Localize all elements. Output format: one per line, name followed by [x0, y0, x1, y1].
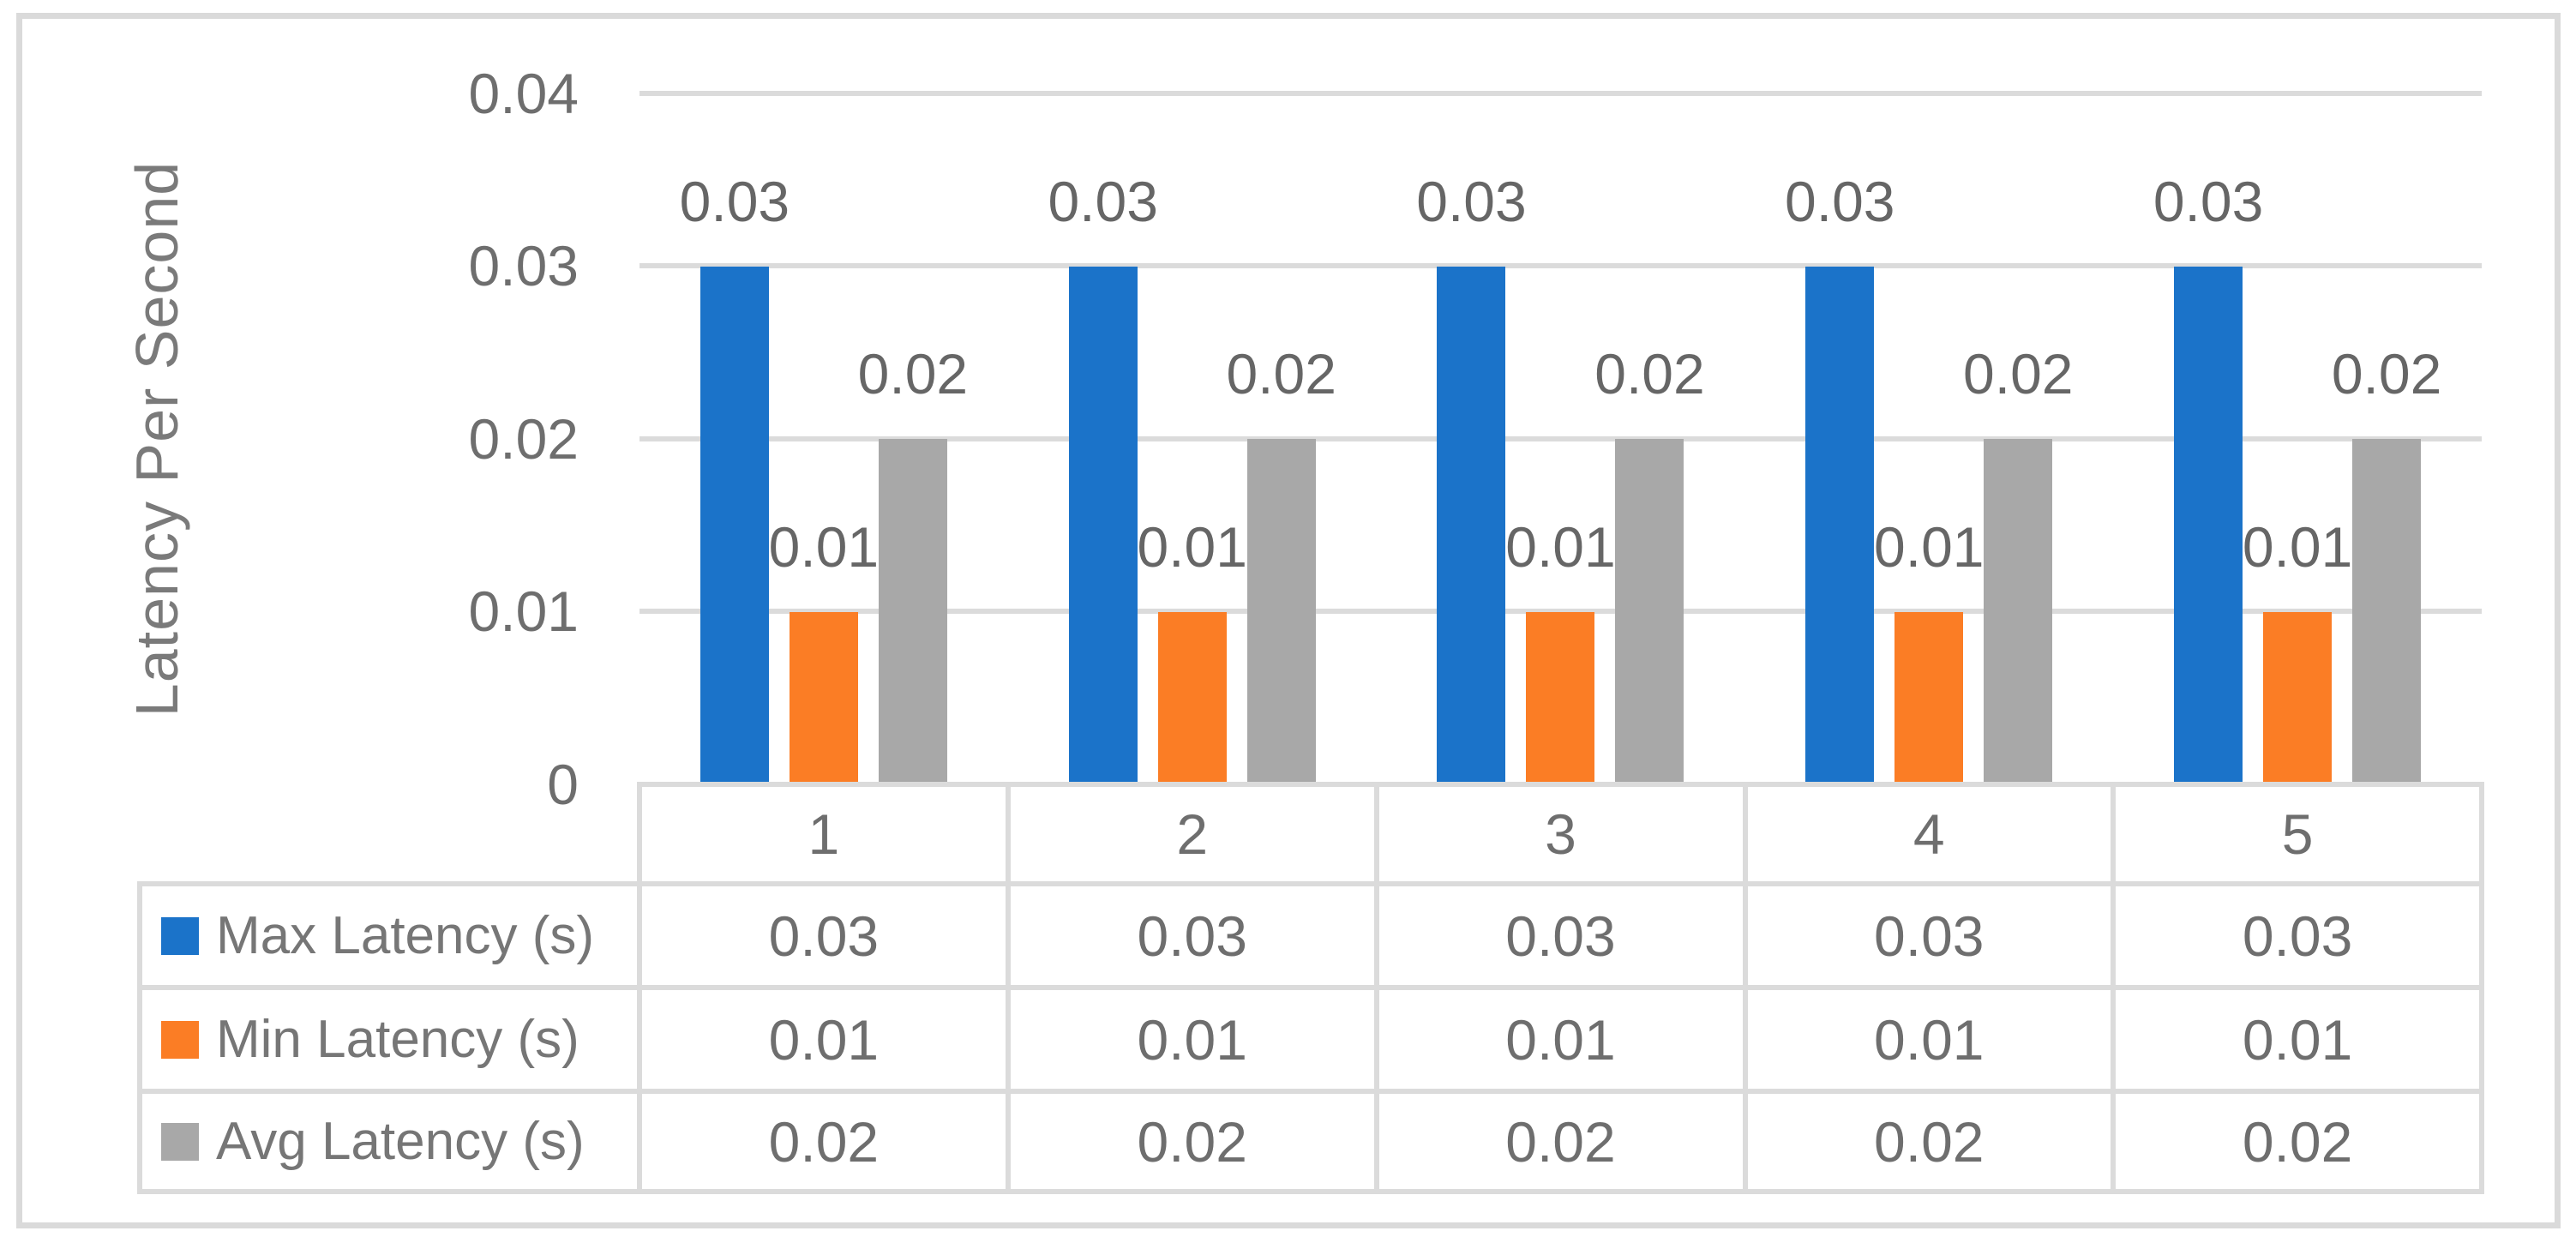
data-label: 0.01	[2242, 514, 2353, 579]
table-value-cell: 0.02	[2242, 1109, 2353, 1174]
table-column-border	[2111, 782, 2116, 1194]
data-label: 0.02	[1594, 342, 1705, 405]
legend-label: Max Latency (s)	[216, 906, 595, 965]
table-bottom-border	[137, 1189, 2482, 1194]
gridline	[639, 609, 2482, 614]
bar-group-2: 0.03 0.01 0.02	[1008, 93, 1377, 784]
table-value-cell: 0.01	[1505, 1007, 1616, 1072]
table-row-min-latency: 0.01 0.01 0.01 0.01 0.01	[639, 990, 2482, 1089]
legend-label: Min Latency (s)	[216, 1010, 579, 1069]
category-cell: 5	[2281, 802, 2314, 866]
x-axis-line	[639, 782, 2482, 787]
category-row: 1 2 3 4 5	[639, 787, 2482, 881]
data-label: 0.03	[1416, 169, 1527, 233]
figure-border	[16, 13, 2561, 1228]
data-label: 0.01	[1137, 514, 1247, 579]
gridline	[639, 91, 2482, 96]
table-column-border	[637, 782, 642, 1194]
y-tick-label: 0.04	[468, 62, 579, 125]
data-label: 0.01	[1874, 514, 1985, 579]
table-row-border	[137, 985, 2482, 990]
table-value-cell: 0.02	[1505, 1109, 1616, 1174]
y-tick-label: 0.01	[468, 579, 579, 643]
bar-group-1: 0.03 0.01 0.02	[639, 93, 1008, 784]
legend-item-max-latency: Max Latency (s)	[137, 886, 639, 985]
table-row-border	[137, 881, 2482, 886]
data-label: 0.03	[2153, 169, 2264, 233]
bar-avg-latency: 0.02	[1594, 342, 1705, 784]
data-label: 0.03	[679, 169, 790, 233]
data-label: 0.02	[2331, 342, 2442, 405]
category-cell: 1	[808, 802, 840, 866]
table-value-cell: 0.02	[1874, 1109, 1985, 1174]
y-axis-title: Latency Per Second	[123, 160, 190, 718]
bar-groups: 0.03 0.01 0.02 0.03 0.01 0.02 0.03 0.01 …	[639, 93, 2482, 784]
bar-max-latency: 0.03	[1416, 170, 1527, 784]
bar-avg-latency: 0.02	[1226, 342, 1336, 784]
y-tick-label: 0.03	[468, 234, 579, 297]
table-value-cell: 0.03	[1137, 904, 1247, 968]
table-value-cell: 0.02	[768, 1109, 880, 1174]
bar-min-latency: 0.01	[769, 515, 879, 784]
category-cell: 4	[1912, 802, 1945, 866]
table-value-cell: 0.01	[768, 1007, 880, 1072]
bar-min-latency: 0.01	[2243, 515, 2352, 784]
legend-item-min-latency: Min Latency (s)	[137, 990, 639, 1089]
table-row-avg-latency: 0.02 0.02 0.02 0.02 0.02	[639, 1094, 2482, 1189]
data-label: 0.01	[1505, 514, 1616, 579]
y-tick-label: 0	[547, 753, 579, 816]
table-row-border	[137, 1089, 2482, 1094]
table-value-cell: 0.01	[1874, 1007, 1985, 1072]
bar-max-latency: 0.03	[1785, 170, 1895, 784]
data-label: 0.02	[1226, 342, 1336, 405]
data-label: 0.03	[1785, 169, 1895, 233]
table-row-max-latency: 0.03 0.03 0.03 0.03 0.03	[639, 886, 2482, 985]
legend-swatch-avg-icon	[161, 1122, 199, 1161]
plot-area: 0.03 0.01 0.02 0.03 0.01 0.02 0.03 0.01 …	[639, 91, 2482, 784]
bar-group-5: 0.03 0.01 0.02	[2113, 93, 2482, 784]
bar-avg-latency: 0.02	[2332, 342, 2441, 784]
gridline	[639, 436, 2482, 441]
data-label: 0.01	[768, 514, 880, 579]
bar-avg-latency: 0.02	[858, 342, 968, 784]
y-tick-label: 0.02	[468, 407, 579, 471]
bar-max-latency: 0.03	[2153, 170, 2263, 784]
category-cell: 3	[1545, 802, 1576, 866]
table-right-border	[2479, 782, 2484, 1194]
table-value-cell: 0.02	[1137, 1109, 1247, 1174]
bar-min-latency: 0.01	[1874, 515, 1985, 784]
table-left-border	[137, 881, 142, 1194]
bar-min-latency: 0.01	[1505, 515, 1616, 784]
bar-max-latency: 0.03	[1048, 170, 1158, 784]
category-cell: 2	[1176, 802, 1209, 866]
table-value-cell: 0.03	[1874, 904, 1985, 968]
table-value-cell: 0.03	[2242, 904, 2353, 968]
data-label: 0.03	[1048, 169, 1158, 233]
table-column-border	[1743, 782, 1748, 1194]
bar-avg-latency: 0.02	[1963, 342, 2074, 784]
bar-min-latency: 0.01	[1137, 515, 1247, 784]
legend-swatch-min-icon	[161, 1020, 199, 1059]
table-value-cell: 0.01	[2242, 1007, 2353, 1072]
gridline	[639, 263, 2482, 268]
table-value-cell: 0.01	[1137, 1007, 1247, 1072]
table-column-border	[1006, 782, 1011, 1194]
bar-group-4: 0.03 0.01 0.02	[1744, 93, 2113, 784]
bar-max-latency: 0.03	[680, 170, 790, 784]
table-value-cell: 0.03	[768, 904, 880, 968]
legend-item-avg-latency: Avg Latency (s)	[137, 1094, 639, 1189]
table-column-border	[1374, 782, 1379, 1194]
bar-group-3: 0.03 0.01 0.02	[1377, 93, 1745, 784]
data-label: 0.02	[1963, 342, 2074, 405]
data-label: 0.02	[857, 342, 969, 405]
legend-swatch-max-icon	[161, 916, 199, 955]
table-value-cell: 0.03	[1505, 904, 1616, 968]
legend-label: Avg Latency (s)	[216, 1112, 585, 1171]
